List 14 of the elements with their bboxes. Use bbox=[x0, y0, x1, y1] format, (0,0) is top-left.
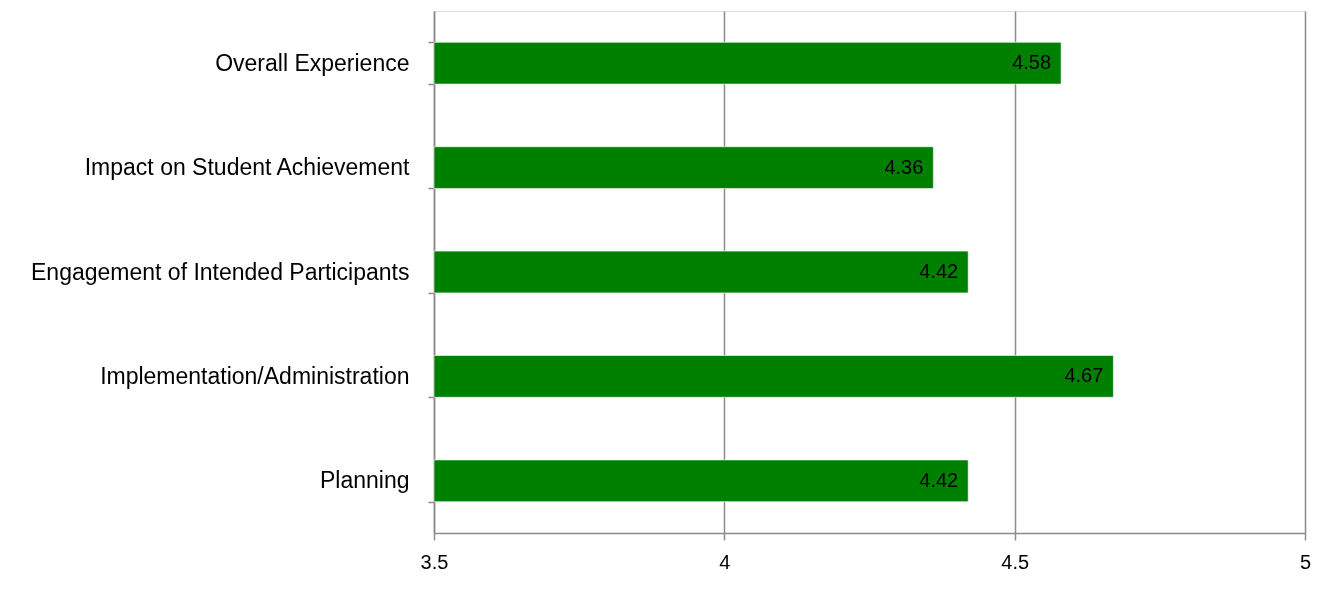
data-label: 4.36 bbox=[884, 155, 924, 178]
x-tick-label: 3.5 bbox=[420, 550, 449, 573]
y-tick-label: Impact on Student Achievement bbox=[84, 154, 411, 181]
y-tick-label: Implementation/Administration bbox=[100, 362, 410, 389]
x-tick-label: 4 bbox=[719, 550, 731, 573]
x-tick-label: 4.5 bbox=[1001, 550, 1030, 573]
y-tick-label: Planning bbox=[319, 467, 410, 494]
data-label: 4.67 bbox=[1064, 364, 1104, 387]
data-label: 4.42 bbox=[919, 260, 959, 282]
x-tick-label: 5 bbox=[1299, 550, 1312, 573]
y-tick-label: Engagement of Intended Participants bbox=[31, 258, 410, 285]
data-label: 4.42 bbox=[919, 468, 959, 491]
y-tick-label: Overall Experience bbox=[215, 49, 410, 76]
data-label: 4.58 bbox=[1012, 51, 1052, 74]
